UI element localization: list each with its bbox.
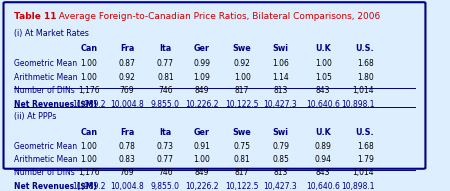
Text: Net Revenues ($M): Net Revenues ($M) xyxy=(14,100,97,109)
Text: 817: 817 xyxy=(235,168,249,177)
Text: 10,226.2: 10,226.2 xyxy=(185,182,218,191)
Text: Swi: Swi xyxy=(273,44,288,53)
Text: 0.79: 0.79 xyxy=(272,142,289,151)
Text: 1.68: 1.68 xyxy=(358,142,374,151)
Text: 769: 769 xyxy=(120,86,135,95)
Text: 10,004.8: 10,004.8 xyxy=(110,182,144,191)
Text: 1.00: 1.00 xyxy=(80,155,97,164)
Text: 10,640.6: 10,640.6 xyxy=(306,100,340,109)
Text: 1.09: 1.09 xyxy=(193,73,210,82)
Text: 9,855.0: 9,855.0 xyxy=(151,182,180,191)
Text: 843: 843 xyxy=(316,86,330,95)
Text: 0.81: 0.81 xyxy=(234,155,251,164)
Text: 0.75: 0.75 xyxy=(234,142,251,151)
Text: Swe: Swe xyxy=(233,128,252,137)
Text: U.S.: U.S. xyxy=(356,44,374,53)
Text: Number of DINs: Number of DINs xyxy=(14,86,75,95)
Text: 1.06: 1.06 xyxy=(272,59,289,68)
Text: 769: 769 xyxy=(120,168,135,177)
Text: 1.14: 1.14 xyxy=(272,73,289,82)
Text: 1,014: 1,014 xyxy=(353,168,374,177)
Text: 849: 849 xyxy=(194,168,209,177)
Text: 10,004.8: 10,004.8 xyxy=(110,100,144,109)
Text: 10,898.1: 10,898.1 xyxy=(341,100,374,109)
Text: 1.80: 1.80 xyxy=(358,73,374,82)
Text: 0.99: 0.99 xyxy=(193,59,210,68)
Text: (ii) At PPPs: (ii) At PPPs xyxy=(14,112,57,121)
Text: 10,427.3: 10,427.3 xyxy=(264,100,297,109)
Text: 1.00: 1.00 xyxy=(315,59,332,68)
Text: 10,226.2: 10,226.2 xyxy=(185,100,218,109)
Text: Geometric Mean: Geometric Mean xyxy=(14,142,77,151)
Text: 813: 813 xyxy=(273,86,288,95)
Text: 0.81: 0.81 xyxy=(157,73,174,82)
Text: 0.77: 0.77 xyxy=(157,155,174,164)
Text: Number of DINs: Number of DINs xyxy=(14,168,75,177)
Text: Fra: Fra xyxy=(120,128,134,137)
Text: Swi: Swi xyxy=(273,128,288,137)
Text: Ita: Ita xyxy=(159,128,171,137)
Text: 10,898.1: 10,898.1 xyxy=(341,182,374,191)
Text: 1.79: 1.79 xyxy=(357,155,374,164)
Text: 817: 817 xyxy=(235,86,249,95)
Text: 1.00: 1.00 xyxy=(80,142,97,151)
Text: U.K: U.K xyxy=(315,128,331,137)
Text: 10,122.5: 10,122.5 xyxy=(225,100,259,109)
Text: Geometric Mean: Geometric Mean xyxy=(14,59,77,68)
Text: 746: 746 xyxy=(158,168,173,177)
Text: 11,989.2: 11,989.2 xyxy=(72,182,105,191)
FancyBboxPatch shape xyxy=(4,2,425,169)
Text: 0.94: 0.94 xyxy=(315,155,332,164)
Text: Swe: Swe xyxy=(233,44,252,53)
Text: 1.00: 1.00 xyxy=(193,155,210,164)
Text: 0.89: 0.89 xyxy=(315,142,332,151)
Text: 10,122.5: 10,122.5 xyxy=(225,182,259,191)
Text: 0.92: 0.92 xyxy=(119,73,135,82)
Text: 0.73: 0.73 xyxy=(157,142,174,151)
Text: (i) At Market Rates: (i) At Market Rates xyxy=(14,29,89,38)
Text: 1.00: 1.00 xyxy=(234,73,251,82)
Text: Ger: Ger xyxy=(194,128,210,137)
Text: 0.78: 0.78 xyxy=(119,142,135,151)
Text: Can: Can xyxy=(80,44,97,53)
Text: 1.68: 1.68 xyxy=(358,59,374,68)
Text: 10,427.3: 10,427.3 xyxy=(264,182,297,191)
Text: 0.83: 0.83 xyxy=(119,155,135,164)
Text: Fra: Fra xyxy=(120,44,134,53)
Text: 0.92: 0.92 xyxy=(234,59,251,68)
Text: 813: 813 xyxy=(273,168,288,177)
Text: Arithmetic Mean: Arithmetic Mean xyxy=(14,155,78,164)
Text: 0.77: 0.77 xyxy=(157,59,174,68)
Text: Average Foreign-to-Canadian Price Ratios, Bilateral Comparisons, 2006: Average Foreign-to-Canadian Price Ratios… xyxy=(54,12,381,21)
Text: 0.91: 0.91 xyxy=(193,142,210,151)
Text: Ger: Ger xyxy=(194,44,210,53)
Text: 843: 843 xyxy=(316,168,330,177)
Text: 0.85: 0.85 xyxy=(272,155,289,164)
Text: 849: 849 xyxy=(194,86,209,95)
Text: Can: Can xyxy=(80,128,97,137)
Text: Table 11: Table 11 xyxy=(14,12,57,21)
Text: 1,176: 1,176 xyxy=(78,86,99,95)
Text: 11,989.2: 11,989.2 xyxy=(72,100,105,109)
Text: 0.87: 0.87 xyxy=(119,59,135,68)
Text: 10,640.6: 10,640.6 xyxy=(306,182,340,191)
Text: 1,176: 1,176 xyxy=(78,168,99,177)
Text: 9,855.0: 9,855.0 xyxy=(151,100,180,109)
Text: 1.05: 1.05 xyxy=(315,73,332,82)
Text: Net Revenues ($M): Net Revenues ($M) xyxy=(14,182,97,191)
Text: U.S.: U.S. xyxy=(356,128,374,137)
Text: 746: 746 xyxy=(158,86,173,95)
Text: 1.00: 1.00 xyxy=(80,73,97,82)
Text: 1,014: 1,014 xyxy=(353,86,374,95)
Text: 1.00: 1.00 xyxy=(80,59,97,68)
Text: U.K: U.K xyxy=(315,44,331,53)
Text: Arithmetic Mean: Arithmetic Mean xyxy=(14,73,78,82)
Text: Ita: Ita xyxy=(159,44,171,53)
